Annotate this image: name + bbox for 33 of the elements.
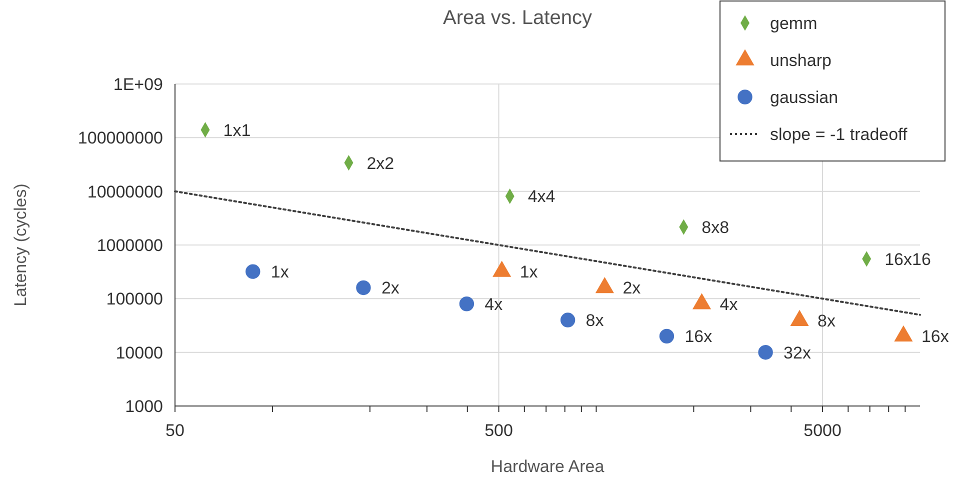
chart-title: Area vs. Latency [443,7,592,29]
legend-label: gemm [770,14,818,33]
y-tick-label: 10000 [116,343,163,362]
legend-label: unsharp [770,50,832,70]
annotation: 8x [818,312,836,331]
annotation: 1x [270,262,290,282]
annotation: 2x [622,278,642,298]
annotation: 1x [520,262,538,282]
y-tick-label: 1000000 [96,236,163,255]
y-tick-label: 1000 [125,396,163,416]
x-tick-label: 500 [484,421,513,440]
annotation: 4x4 [528,187,556,206]
x-axis-title: Hardware Area [490,457,605,476]
annotation: 2x2 [366,154,394,173]
legend-label: gaussian [770,88,838,107]
annotation: 32x [784,343,812,362]
annotation: 8x8 [702,218,730,237]
y-tick-label: 10000000 [87,182,163,202]
y-tick-label: 100000 [106,290,163,309]
x-tick-label: 5000 [804,421,842,440]
annotation: 2x [381,278,400,298]
y-tick-label: 1E+09 [113,74,163,94]
annotation: 16x [921,327,950,346]
y-tick-label: 100000000 [78,128,163,148]
annotation: 8x [586,310,604,330]
x-tick-label: 50 [166,421,184,440]
annotation: 4x [720,294,738,314]
annotation: 1x1 [223,120,251,140]
annotation: 16x16 [884,250,931,269]
legend-label: slope = -1 tradeoff [770,124,908,144]
annotation: 16x [684,327,713,346]
y-axis-title: Latency (cycles) [11,184,30,306]
annotation: 4x [484,294,504,314]
